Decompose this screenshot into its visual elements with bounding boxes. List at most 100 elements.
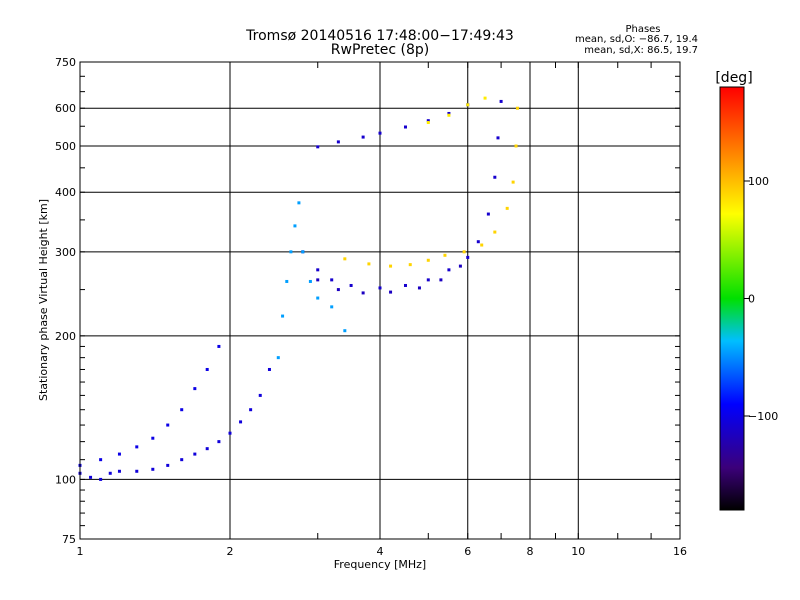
echo-point xyxy=(361,135,365,139)
y-axis-label: Stationary phase Virtual Height [km] xyxy=(37,199,50,401)
colorbar-tick-label: −100 xyxy=(748,410,778,423)
y-tick-label: 200 xyxy=(55,330,76,343)
echo-point xyxy=(151,436,155,440)
echo-point xyxy=(135,445,139,449)
y-tick-label: 600 xyxy=(55,102,76,115)
echo-point xyxy=(258,393,262,397)
echo-point xyxy=(316,296,320,300)
echo-point xyxy=(408,263,412,267)
echo-point xyxy=(515,106,519,110)
grid-lines xyxy=(80,62,680,539)
echo-point xyxy=(426,119,430,123)
echo-point xyxy=(499,99,503,103)
echo-point xyxy=(349,283,353,287)
echo-point xyxy=(483,96,487,100)
echo-point xyxy=(308,279,312,283)
x-axis-label: Frequency [MHz] xyxy=(334,558,426,571)
echo-point xyxy=(336,140,340,144)
echo-point xyxy=(166,423,170,427)
echo-point xyxy=(289,250,293,254)
echo-point xyxy=(117,452,121,456)
echo-point xyxy=(403,283,407,287)
echo-point xyxy=(496,136,500,140)
echo-point xyxy=(99,477,103,481)
echo-point xyxy=(89,475,93,479)
echo-point xyxy=(117,469,121,473)
colorbar-label: [deg] xyxy=(715,70,752,86)
echo-point xyxy=(297,201,301,205)
echo-point xyxy=(462,250,466,254)
colorbar-tick-label: 100 xyxy=(748,175,769,188)
echo-point xyxy=(426,278,430,282)
y-axis-ticks: 75 100 200 300 400 500 600 750 xyxy=(55,56,680,546)
y-tick-label: 750 xyxy=(55,56,76,69)
y-tick-label: 100 xyxy=(55,473,76,486)
echo-point xyxy=(180,408,184,412)
y-tick-label: 400 xyxy=(55,186,76,199)
echo-point xyxy=(217,440,221,444)
echo-point xyxy=(166,463,170,467)
echo-point xyxy=(361,291,365,295)
echo-point xyxy=(205,447,209,451)
echo-point xyxy=(480,243,484,247)
echo-point xyxy=(476,240,480,244)
echo-point xyxy=(301,250,305,254)
echo-point xyxy=(249,408,253,412)
echo-point xyxy=(505,206,509,210)
stats-o-line: mean, sd,O: −86.7, 19.4 xyxy=(575,34,698,45)
echo-point xyxy=(417,286,421,290)
echo-point xyxy=(293,224,297,228)
y-tick-label: 300 xyxy=(55,246,76,259)
echo-point xyxy=(285,279,289,283)
x-tick-label: 4 xyxy=(377,545,384,558)
echo-point xyxy=(493,175,497,179)
echo-point xyxy=(389,264,393,268)
data-points xyxy=(78,96,519,481)
echo-point xyxy=(205,367,209,371)
stats-x-line: mean, sd,X: 86.5, 19.7 xyxy=(584,45,698,56)
echo-point xyxy=(99,458,103,462)
echo-point xyxy=(193,452,197,456)
echo-point xyxy=(367,262,371,266)
echo-point xyxy=(486,212,490,216)
colorbar-tick-label: 0 xyxy=(748,293,755,306)
echo-point xyxy=(511,180,515,184)
echo-point xyxy=(180,458,184,462)
echo-point xyxy=(378,286,382,290)
echo-point xyxy=(316,145,320,149)
echo-point xyxy=(276,356,280,360)
echo-point xyxy=(330,305,334,309)
echo-point xyxy=(466,103,470,107)
echo-point xyxy=(447,268,451,272)
echo-point xyxy=(443,253,447,257)
chart-title: Tromsø 20140516 17:48:00−17:49:43 xyxy=(245,28,514,44)
chart-subtitle: RwPretec (8p) xyxy=(331,42,429,58)
stats-header: Phases xyxy=(625,24,660,35)
echo-point xyxy=(447,111,451,115)
y-tick-label: 500 xyxy=(55,140,76,153)
colorbar xyxy=(719,86,745,511)
echo-point xyxy=(466,255,470,259)
x-axis-ticks: 1 2 4 6 8 10 16 xyxy=(77,62,687,558)
echo-point xyxy=(108,471,112,475)
x-tick-label: 8 xyxy=(527,545,534,558)
echo-point xyxy=(330,278,334,282)
echo-point xyxy=(493,230,497,234)
echo-point xyxy=(389,290,393,294)
x-tick-label: 16 xyxy=(673,545,687,558)
echo-point xyxy=(336,288,340,292)
x-tick-label: 2 xyxy=(227,545,234,558)
echo-point xyxy=(439,278,443,282)
echo-point xyxy=(267,367,271,371)
echo-point xyxy=(343,257,347,261)
echo-point xyxy=(426,258,430,262)
echo-point xyxy=(193,387,197,391)
echo-point xyxy=(343,329,347,333)
x-tick-label: 1 xyxy=(77,545,84,558)
colorbar-ticks: 100 0 −100 xyxy=(744,175,778,423)
y-tick-label: 75 xyxy=(62,533,76,546)
echo-point xyxy=(239,420,243,424)
echo-point xyxy=(151,467,155,471)
x-tick-label: 6 xyxy=(464,545,471,558)
